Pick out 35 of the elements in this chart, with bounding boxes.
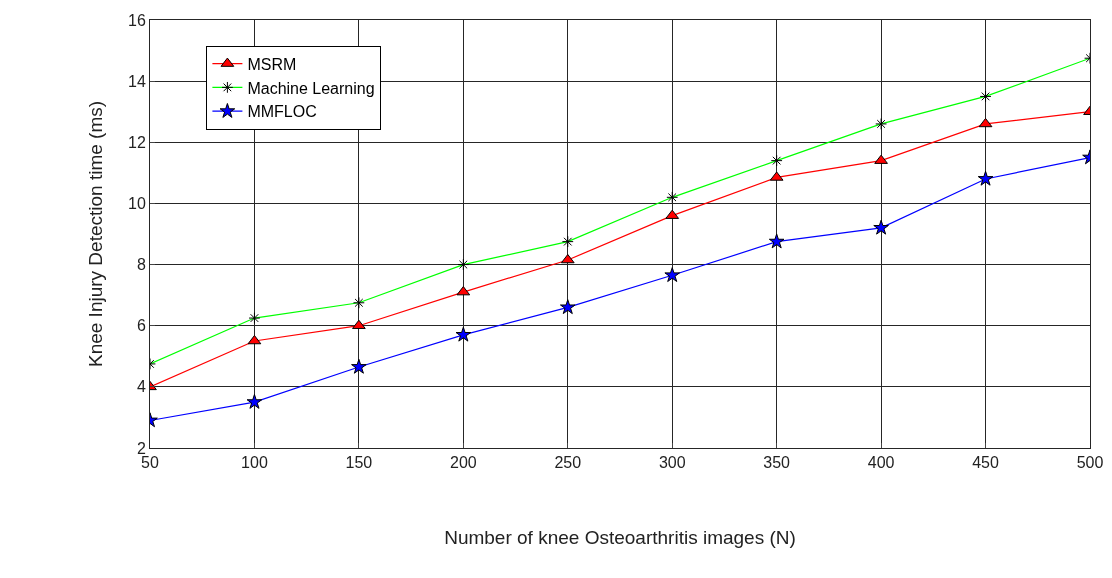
x-tick-label: 400 [867,454,895,472]
legend-label: MSRM [247,55,297,73]
point [874,154,888,164]
x-tick-label: 300 [658,454,686,472]
point [352,319,366,329]
y-axis-title: Knee Injury Detection time (ms) [85,100,106,368]
x-tick-label: 450 [972,454,1000,472]
x-tick-label: 200 [449,454,477,472]
x-axis-title: Number of knee Osteoarthritis images (N) [444,527,796,548]
point [768,233,785,249]
x-tick-label: 100 [241,454,268,472]
y-tick-label: 12 [128,133,146,151]
x-tick-label: 50 [141,454,159,472]
legend-label: Machine Learning [247,79,375,97]
x-tick-label: 500 [1076,454,1104,472]
point [664,267,681,282]
y-tick-label: 14 [128,72,146,90]
y-tick-label: 10 [128,195,146,213]
point [559,299,576,315]
y-tick-label: 2 [136,439,146,457]
y-tick-label: 4 [136,378,146,396]
point [978,117,993,128]
x-tick-label: 250 [554,454,582,472]
point [246,393,263,409]
y-tick-label: 8 [136,256,146,274]
point [455,326,472,342]
x-tick-label: 150 [345,454,373,472]
x-tick-label: 350 [763,454,791,472]
y-tick-label: 16 [128,11,146,29]
point [873,219,889,235]
legend-label: MMFLOC [247,103,317,121]
y-tick-label: 6 [136,317,146,335]
point [977,170,994,186]
point [560,253,575,264]
point [351,358,367,374]
